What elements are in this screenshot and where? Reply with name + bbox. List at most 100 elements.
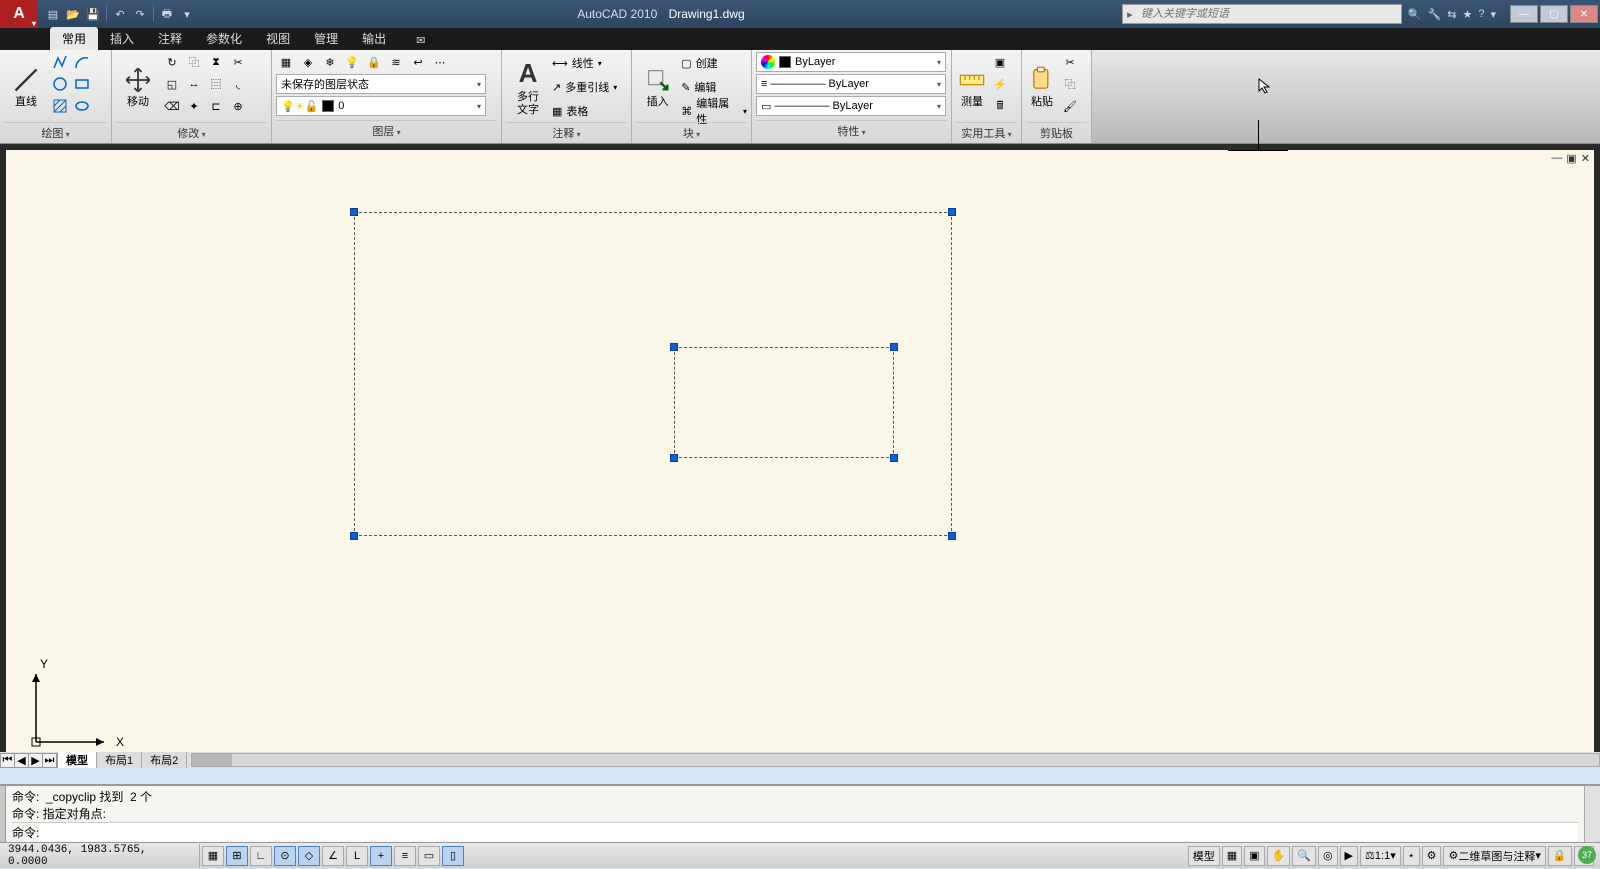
quickview-drawings-icon[interactable]: ▣: [1244, 846, 1264, 866]
dimension-linear-button[interactable]: ⟷线性▾: [552, 52, 617, 74]
rectangle-icon[interactable]: [72, 74, 92, 94]
qat-save-icon[interactable]: 💾: [84, 5, 102, 23]
grip[interactable]: [948, 532, 956, 540]
panel-clipboard-title[interactable]: 剪贴板: [1026, 122, 1087, 143]
layout-prev-icon[interactable]: ◀: [15, 754, 29, 767]
ortho-toggle[interactable]: ∟: [250, 846, 272, 866]
help-icon[interactable]: ?: [1478, 8, 1484, 21]
color-combo[interactable]: ByLayer: [756, 52, 946, 72]
command-vscrollbar[interactable]: [1584, 786, 1600, 842]
drawing-canvas[interactable]: — ▣ ✕ X Y: [6, 150, 1594, 762]
qat-open-icon[interactable]: 📂: [64, 5, 82, 23]
selected-rectangle-2[interactable]: [674, 347, 894, 458]
arc-icon[interactable]: [72, 52, 92, 72]
search-input[interactable]: [1137, 8, 1401, 20]
hatch-icon[interactable]: [50, 96, 70, 116]
exchange-icon[interactable]: ⇆: [1447, 8, 1456, 21]
grip[interactable]: [350, 532, 358, 540]
model-space-button[interactable]: 模型: [1188, 846, 1220, 866]
multileader-button[interactable]: ↗多重引线▾: [552, 76, 617, 98]
scale-icon[interactable]: ◱: [162, 74, 182, 94]
hscroll-thumb[interactable]: [192, 754, 232, 766]
layer-lock-icon[interactable]: 🔒: [364, 52, 384, 72]
showmotion-icon[interactable]: ▶: [1340, 846, 1358, 866]
tab-mail-icon[interactable]: ✉: [406, 31, 435, 50]
grip[interactable]: [890, 454, 898, 462]
snap-toggle[interactable]: ▦: [202, 846, 224, 866]
tab-view[interactable]: 视图: [254, 27, 302, 50]
layer-prop-icon[interactable]: ▦: [276, 52, 296, 72]
grip[interactable]: [350, 208, 358, 216]
workspace-combo[interactable]: ⚙ 二维草图与注释 ▾: [1443, 846, 1545, 866]
tab-annotate[interactable]: 注释: [146, 27, 194, 50]
copy-icon[interactable]: ⿻: [184, 52, 204, 72]
help-dropdown-icon[interactable]: ▾: [1490, 8, 1496, 21]
layer-iso-icon[interactable]: ◈: [298, 52, 318, 72]
tab-output[interactable]: 输出: [350, 27, 398, 50]
layer-state-combo[interactable]: 未保存的图层状态: [276, 74, 486, 94]
coordinates-readout[interactable]: 3944.0436, 1983.5765, 0.0000: [0, 844, 200, 868]
sc-toggle[interactable]: ▯: [442, 846, 464, 866]
toolbar-lock-icon[interactable]: 🔒: [1548, 846, 1572, 866]
maximize-button[interactable]: ▢: [1540, 5, 1568, 23]
layout-tab-1[interactable]: 布局1: [97, 752, 142, 768]
layout-last-icon[interactable]: ⏭: [43, 754, 57, 767]
layer-match-icon[interactable]: ≋: [386, 52, 406, 72]
search-expand-icon[interactable]: ▸: [1123, 8, 1137, 21]
tab-manage[interactable]: 管理: [302, 27, 350, 50]
steering-wheel-icon[interactable]: ◎: [1318, 846, 1338, 866]
grip[interactable]: [890, 343, 898, 351]
mirror-icon[interactable]: ⧗: [206, 52, 226, 72]
key-icon[interactable]: 🔧: [1428, 8, 1442, 21]
tab-home[interactable]: 常用: [50, 27, 98, 50]
polyline-icon[interactable]: [50, 52, 70, 72]
rotate-icon[interactable]: ↻: [162, 52, 182, 72]
pan-icon[interactable]: ✋: [1267, 846, 1291, 866]
match-prop-icon[interactable]: 🖌: [1060, 96, 1080, 116]
qp-toggle[interactable]: ▭: [418, 846, 440, 866]
osnap-toggle[interactable]: ◇: [298, 846, 320, 866]
quickview-layouts-icon[interactable]: ▦: [1222, 846, 1242, 866]
hscrollbar[interactable]: [191, 753, 1600, 767]
qat-undo-icon[interactable]: ↶: [111, 5, 129, 23]
paste-button[interactable]: 粘贴: [1026, 52, 1058, 122]
zoom-icon[interactable]: 🔍: [1292, 846, 1316, 866]
ducs-toggle[interactable]: L: [346, 846, 368, 866]
linetype-combo[interactable]: ▭ ————— ByLayer: [756, 96, 946, 116]
tab-insert[interactable]: 插入: [98, 27, 146, 50]
binoculars-icon[interactable]: 🔍: [1408, 8, 1422, 21]
panel-annotation-title[interactable]: 注释: [506, 122, 627, 143]
command-input[interactable]: [39, 823, 1578, 841]
erase-icon[interactable]: ⌫: [162, 96, 182, 116]
app-menu-button[interactable]: A: [0, 0, 38, 28]
panel-block-title[interactable]: 块: [636, 122, 747, 143]
search-box[interactable]: ▸: [1122, 4, 1402, 24]
panel-layer-title[interactable]: 图层: [276, 120, 497, 141]
annotation-autoscale-icon[interactable]: ⚙: [1422, 846, 1442, 866]
stretch-icon[interactable]: ↔: [184, 74, 204, 94]
close-button[interactable]: ✕: [1570, 5, 1598, 23]
favorite-icon[interactable]: ★: [1462, 8, 1472, 21]
qat-new-icon[interactable]: ▤: [44, 5, 62, 23]
qat-redo-icon[interactable]: ↷: [131, 5, 149, 23]
layer-off-icon[interactable]: 💡: [342, 52, 362, 72]
grip[interactable]: [670, 343, 678, 351]
polar-toggle[interactable]: ⊙: [274, 846, 296, 866]
doc-close-icon[interactable]: ✕: [1581, 152, 1590, 165]
copy-clip-icon[interactable]: ⿻: [1060, 74, 1080, 94]
layer-prev-icon[interactable]: ↩: [408, 52, 428, 72]
minimize-button[interactable]: —: [1510, 5, 1538, 23]
qat-dropdown-icon[interactable]: ▾: [178, 5, 196, 23]
cut-icon[interactable]: ✂: [1060, 52, 1080, 72]
grid-toggle[interactable]: ⊞: [226, 846, 248, 866]
layout-next-icon[interactable]: ▶: [29, 754, 43, 767]
panel-modify-title[interactable]: 修改: [116, 122, 267, 143]
lineweight-combo[interactable]: ≡ ————— ByLayer: [756, 74, 946, 94]
explode-icon[interactable]: ✦: [184, 96, 204, 116]
measure-button[interactable]: 测量: [956, 52, 988, 122]
block-attr-button[interactable]: ⌘编辑属性▾: [681, 100, 747, 122]
qat-print-icon[interactable]: 🖶: [158, 5, 176, 23]
grip[interactable]: [670, 454, 678, 462]
table-button[interactable]: ▦表格: [552, 100, 617, 122]
panel-properties-title[interactable]: 特性: [756, 120, 947, 141]
